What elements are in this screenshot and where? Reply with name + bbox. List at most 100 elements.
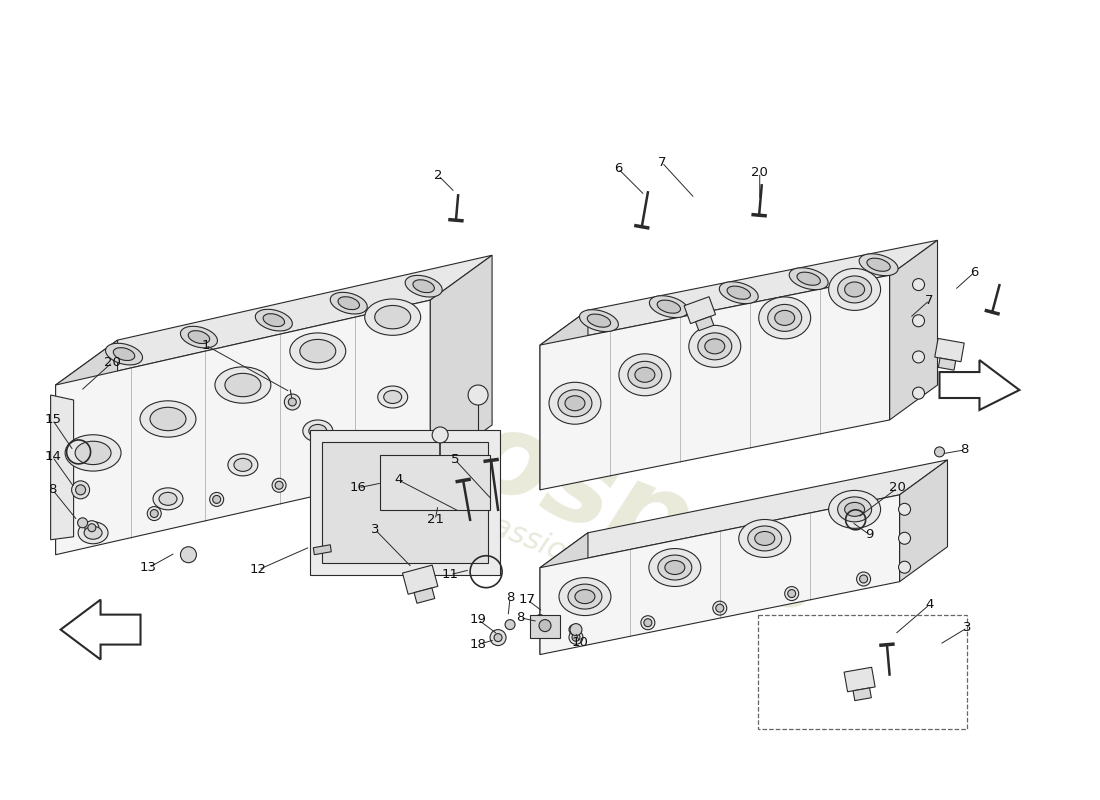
Text: 3: 3 xyxy=(371,523,380,536)
Ellipse shape xyxy=(568,584,602,609)
Ellipse shape xyxy=(214,367,271,403)
Ellipse shape xyxy=(798,272,821,286)
Circle shape xyxy=(272,478,286,492)
Circle shape xyxy=(212,495,221,503)
Polygon shape xyxy=(854,688,871,701)
Ellipse shape xyxy=(619,354,671,396)
Ellipse shape xyxy=(365,299,420,335)
Polygon shape xyxy=(60,600,141,659)
Text: 13: 13 xyxy=(140,562,157,574)
Circle shape xyxy=(913,387,924,399)
Text: 17: 17 xyxy=(518,593,536,606)
Ellipse shape xyxy=(412,280,434,293)
Ellipse shape xyxy=(664,561,685,574)
Circle shape xyxy=(180,546,197,562)
Text: 3: 3 xyxy=(964,621,971,634)
Ellipse shape xyxy=(774,310,794,326)
Polygon shape xyxy=(540,310,589,490)
Ellipse shape xyxy=(768,305,802,331)
Text: 8: 8 xyxy=(506,591,514,604)
Ellipse shape xyxy=(719,282,758,304)
Ellipse shape xyxy=(234,458,252,471)
Polygon shape xyxy=(322,442,488,562)
Circle shape xyxy=(569,625,579,634)
Circle shape xyxy=(572,634,580,642)
Text: 8: 8 xyxy=(48,483,57,496)
Ellipse shape xyxy=(255,310,293,331)
Text: 1: 1 xyxy=(201,338,210,351)
Circle shape xyxy=(469,385,488,405)
Ellipse shape xyxy=(559,578,610,615)
Polygon shape xyxy=(540,495,900,654)
Ellipse shape xyxy=(845,282,865,297)
Text: 20: 20 xyxy=(889,482,906,494)
Circle shape xyxy=(899,503,911,515)
Polygon shape xyxy=(695,316,714,330)
Circle shape xyxy=(569,630,583,644)
Circle shape xyxy=(147,506,162,521)
Ellipse shape xyxy=(565,396,585,410)
Text: 6: 6 xyxy=(614,162,623,175)
Text: 5: 5 xyxy=(451,454,460,466)
Polygon shape xyxy=(540,240,937,345)
Circle shape xyxy=(151,510,158,518)
Polygon shape xyxy=(56,300,430,554)
Circle shape xyxy=(784,586,799,601)
Ellipse shape xyxy=(689,326,740,367)
Circle shape xyxy=(275,482,283,490)
Ellipse shape xyxy=(658,555,692,580)
Circle shape xyxy=(716,604,724,612)
Ellipse shape xyxy=(405,275,442,297)
Text: 6: 6 xyxy=(970,266,979,278)
Circle shape xyxy=(713,601,727,615)
Text: 4: 4 xyxy=(394,474,403,486)
Polygon shape xyxy=(403,565,438,594)
Ellipse shape xyxy=(84,526,102,539)
Ellipse shape xyxy=(263,314,285,326)
Ellipse shape xyxy=(309,425,327,438)
Text: eurospas: eurospas xyxy=(257,318,843,641)
Ellipse shape xyxy=(113,348,135,361)
Ellipse shape xyxy=(300,339,336,362)
Circle shape xyxy=(859,575,868,583)
Text: 7: 7 xyxy=(658,156,667,169)
Ellipse shape xyxy=(75,442,111,465)
Ellipse shape xyxy=(845,502,865,516)
Circle shape xyxy=(641,616,654,630)
Text: 4: 4 xyxy=(925,598,934,611)
Ellipse shape xyxy=(759,297,811,339)
Ellipse shape xyxy=(338,297,360,310)
Ellipse shape xyxy=(302,420,333,442)
Text: 10: 10 xyxy=(572,636,588,649)
Ellipse shape xyxy=(635,367,654,382)
Text: 21: 21 xyxy=(427,514,443,526)
Text: 12: 12 xyxy=(250,563,267,576)
Circle shape xyxy=(288,398,296,406)
Ellipse shape xyxy=(106,343,143,365)
Polygon shape xyxy=(430,255,492,470)
Ellipse shape xyxy=(377,386,408,408)
Circle shape xyxy=(210,493,223,506)
Polygon shape xyxy=(684,297,715,324)
Circle shape xyxy=(338,467,345,475)
Ellipse shape xyxy=(828,269,881,310)
Ellipse shape xyxy=(580,310,618,331)
Ellipse shape xyxy=(748,526,782,551)
Text: 9: 9 xyxy=(866,528,873,542)
Ellipse shape xyxy=(727,286,750,299)
Ellipse shape xyxy=(78,522,108,544)
Polygon shape xyxy=(540,275,890,490)
Circle shape xyxy=(400,453,408,461)
Circle shape xyxy=(432,427,448,443)
Text: 16: 16 xyxy=(350,482,366,494)
Text: 20: 20 xyxy=(751,166,768,179)
Circle shape xyxy=(935,447,945,457)
Polygon shape xyxy=(56,255,492,385)
Circle shape xyxy=(913,278,924,290)
Circle shape xyxy=(644,618,652,626)
Ellipse shape xyxy=(628,362,662,388)
Circle shape xyxy=(899,562,911,573)
Polygon shape xyxy=(844,667,876,692)
Ellipse shape xyxy=(575,590,595,603)
Polygon shape xyxy=(540,533,589,654)
